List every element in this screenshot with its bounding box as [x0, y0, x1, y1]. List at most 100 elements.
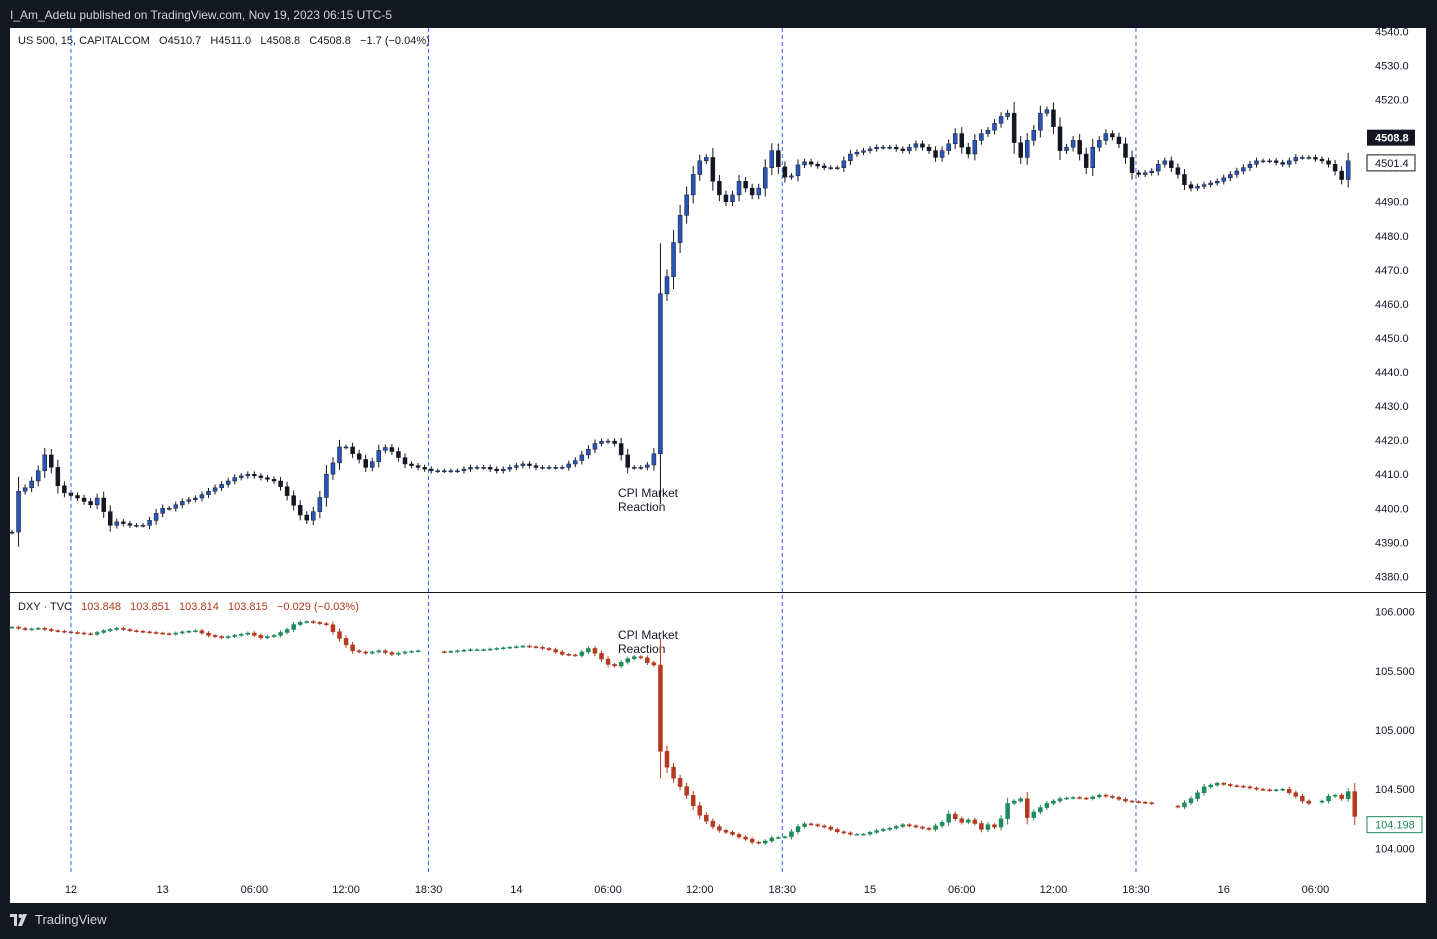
- us500-candle: [763, 167, 768, 189]
- us500-candle: [62, 485, 67, 494]
- dxy-candle: [1083, 797, 1089, 800]
- us500-candle: [474, 467, 480, 469]
- us500-candle: [828, 167, 833, 169]
- dxy-candle: [1293, 792, 1299, 797]
- dxy-candle: [690, 795, 696, 807]
- dxy-candle: [108, 629, 113, 631]
- us500-symbol: US 500, 15, CAPITALCOM: [18, 35, 150, 47]
- us500-candle: [206, 490, 211, 495]
- us500-y-tick: 4430.0: [1375, 401, 1409, 413]
- time-tick: 12: [65, 884, 77, 896]
- dxy-candle: [455, 650, 460, 653]
- us500-y-tick: 4470.0: [1375, 265, 1409, 277]
- us500-candle: [1044, 109, 1050, 114]
- dxy-candle: [743, 836, 748, 840]
- time-tick: 13: [157, 884, 169, 896]
- us500-y-tick: 4520.0: [1375, 95, 1409, 107]
- dxy-candle: [448, 651, 454, 653]
- dxy-candle: [140, 631, 146, 633]
- time-axis[interactable]: [10, 873, 1426, 903]
- dxy-candle: [1352, 791, 1357, 817]
- us500-candle: [671, 242, 676, 277]
- dxy-candle: [199, 630, 205, 634]
- us500-candle: [966, 146, 971, 155]
- dxy-candle: [317, 622, 323, 624]
- time-tick: 06:00: [241, 884, 269, 896]
- us500-change: −1.7 (−0.04%): [360, 35, 430, 47]
- dxy-candle: [684, 786, 689, 796]
- us500-candle: [114, 521, 120, 526]
- dxy-candle: [330, 624, 336, 632]
- us500-candle: [481, 467, 486, 469]
- us500-candle: [88, 501, 93, 506]
- dxy-last-price-marker: [1366, 816, 1423, 834]
- us500-candle: [1070, 140, 1076, 148]
- time-tick: 12:00: [1040, 884, 1068, 896]
- dxy-candle: [186, 631, 192, 633]
- dxy-candle: [1011, 800, 1017, 804]
- dxy-candle: [1123, 798, 1128, 802]
- us500-candle: [180, 501, 185, 506]
- us500-candle: [343, 446, 349, 449]
- us500-candle: [1077, 140, 1082, 155]
- dxy-candle: [1260, 788, 1266, 791]
- us500-candle: [592, 443, 598, 450]
- dxy-candle: [1306, 800, 1312, 804]
- us500-y-tick: 4490.0: [1375, 197, 1409, 209]
- dxy-candle: [337, 631, 342, 639]
- us500-candle: [284, 486, 290, 496]
- dxy-candle: [225, 636, 231, 639]
- tradingview-logo[interactable]: TradingView: [10, 912, 107, 927]
- dxy-candle: [121, 628, 126, 630]
- pane-separator[interactable]: [10, 592, 1426, 593]
- us500-y-tick: 4410.0: [1375, 469, 1409, 481]
- us500-candle: [278, 480, 283, 487]
- dxy-candle: [166, 633, 172, 635]
- us500-candle: [324, 473, 329, 498]
- dxy-candle: [867, 832, 873, 835]
- us500-candle: [1038, 112, 1043, 131]
- us500-candle: [219, 484, 224, 489]
- chart-plot-area[interactable]: [10, 28, 1365, 873]
- dxy-candle: [1136, 801, 1141, 803]
- us500-candle: [867, 148, 873, 151]
- us500-candle: [415, 465, 421, 468]
- dxy-candle: [821, 825, 827, 828]
- dxy-candle: [442, 651, 447, 653]
- dxy-candle: [723, 830, 729, 833]
- us500-candle: [304, 514, 309, 521]
- footer-brand: TradingView: [35, 912, 107, 927]
- dxy-candle: [55, 630, 61, 632]
- us500-candle: [684, 194, 689, 216]
- us500-candle: [363, 459, 368, 468]
- dxy-candle: [62, 631, 67, 633]
- dxy-symbol: DXY · TVC: [18, 601, 72, 613]
- dxy-candle: [933, 825, 938, 830]
- us500-candle: [710, 157, 716, 182]
- us500-candle: [1254, 160, 1259, 165]
- dxy-candle: [782, 836, 788, 839]
- dxy-candle: [252, 632, 257, 636]
- us500-candle: [186, 499, 192, 502]
- us500-candle: [1345, 160, 1351, 180]
- time-tick: 16: [1218, 884, 1230, 896]
- dxy-candle: [1129, 800, 1135, 803]
- dxy-candle: [1116, 797, 1122, 800]
- us500-candle: [1228, 174, 1233, 179]
- us500-candle: [389, 447, 395, 452]
- dxy-candle: [1025, 798, 1030, 818]
- us500-candle: [802, 161, 807, 166]
- dxy-candle: [946, 813, 951, 823]
- us500-candle: [566, 463, 571, 468]
- dxy-candle: [605, 658, 611, 665]
- us500-candle: [428, 468, 434, 472]
- dxy-candle: [1319, 800, 1325, 803]
- dxy-candle: [939, 822, 945, 827]
- dxy-candle: [35, 628, 41, 630]
- us500-candle: [808, 161, 814, 165]
- us500-candle: [887, 146, 892, 149]
- dxy-candle: [1339, 794, 1344, 799]
- dxy-candle: [239, 633, 244, 636]
- dxy-candle: [507, 646, 513, 649]
- us500-open: O4510.7: [159, 35, 202, 47]
